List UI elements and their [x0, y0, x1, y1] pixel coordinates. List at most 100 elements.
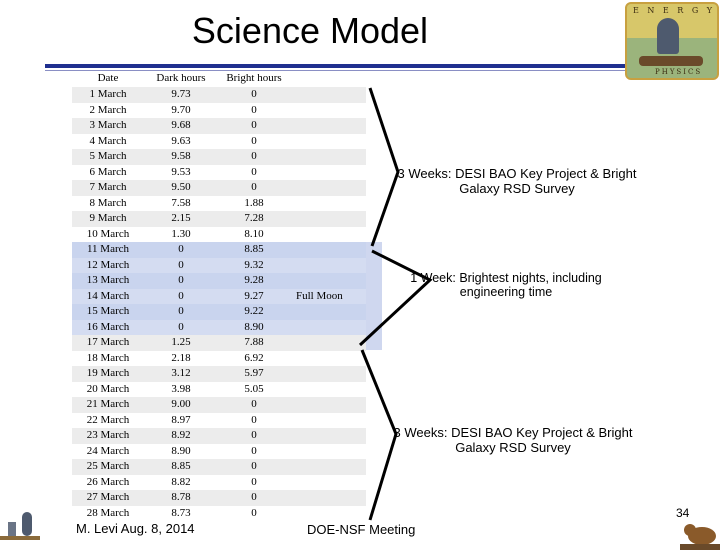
cell-date: 27 March: [86, 491, 130, 503]
cell-bright-hours: 8.85: [244, 243, 264, 255]
cell-dark-hours: 3.98: [171, 382, 191, 395]
annotation-bright-week: 1 Week: Brightest nights, including engi…: [410, 271, 602, 299]
cell-dark-hours: 7.58: [171, 196, 191, 209]
cell-date: 11 March: [86, 243, 130, 255]
cell-bright-hours: 0: [251, 150, 257, 162]
table-row: 20 March 3.98 5.05: [72, 381, 366, 397]
table-row: 1 March 9.73 0: [72, 87, 366, 103]
cell-bright-hours: 0: [251, 506, 257, 519]
cell-dark-hours: 8.85: [171, 460, 191, 472]
cell-dark-hours: 9.63: [171, 134, 191, 147]
bracket-second: [358, 249, 433, 347]
annotation-first-period: 3 Weeks: DESI BAO Key Project & Bright G…: [397, 166, 637, 196]
cell-date: 13 March: [86, 274, 130, 286]
cell-bright-hours: 9.32: [244, 258, 264, 271]
cell-dark-hours: 9.73: [171, 88, 191, 100]
cell-date: 4 March: [89, 134, 127, 147]
cell-date: 23 March: [86, 429, 130, 441]
table-row: 3 March 9.68 0: [72, 118, 366, 134]
cell-dark-hours: 9.50: [171, 181, 191, 193]
table-body: 1 March 9.73 0 2 March 9.70 0 3 March 9.68 0 4 Ma…: [72, 87, 366, 521]
cell-date: 10 March: [86, 227, 130, 240]
cell-date: 2 March: [89, 103, 127, 116]
table-row: 15 March 0 9.22: [72, 304, 366, 320]
table-row: 17 March 1.25 7.88: [72, 335, 366, 351]
cell-dark-hours: 8.82: [171, 475, 191, 488]
logo-top-text: E N E R G Y: [633, 6, 716, 15]
cell-date: 14 March: [86, 289, 130, 302]
cell-dark-hours: 8.90: [171, 444, 191, 457]
table-header: Date Dark hours Bright hours: [72, 71, 366, 87]
cell-bright-hours: 0: [251, 444, 257, 457]
cell-dark-hours: 9.00: [171, 398, 191, 410]
table-row: 10 March 1.30 8.10: [72, 226, 366, 242]
cell-dark-hours: 0: [178, 289, 184, 302]
cell-bright-hours: 9.27: [244, 289, 264, 302]
cell-bright-hours: 8.10: [244, 227, 264, 240]
cell-date: 20 March: [86, 382, 130, 395]
cell-dark-hours: 0: [178, 243, 184, 255]
footer-meeting: DOE-NSF Meeting: [307, 522, 416, 537]
table-row: 11 March 0 8.85: [72, 242, 366, 258]
cell-dark-hours: 3.12: [171, 367, 191, 379]
cell-date: 21 March: [86, 398, 130, 410]
cell-bright-hours: 9.22: [244, 305, 264, 317]
header-bright-hours: Bright hours: [226, 72, 282, 84]
table-row: 26 March 8.82 0: [72, 474, 366, 490]
cell-date: 16 March: [86, 320, 130, 333]
full-moon-label: Full Moon: [296, 290, 343, 302]
table-row: 18 March 2.18 6.92: [72, 350, 366, 366]
cell-dark-hours: 8.78: [171, 491, 191, 503]
cell-bright-hours: 0: [251, 88, 257, 100]
cell-dark-hours: 0: [178, 305, 184, 317]
cell-date: 12 March: [86, 258, 130, 271]
table-row: 2 March 9.70 0: [72, 102, 366, 118]
cell-date: 24 March: [86, 444, 130, 457]
full-moon-band: [366, 242, 382, 350]
logo-ground: [639, 56, 703, 66]
table-row: 24 March 8.90 0: [72, 443, 366, 459]
table-row: 25 March 8.85 0: [72, 459, 366, 475]
cell-date: 18 March: [86, 351, 130, 364]
cell-bright-hours: 1.88: [244, 196, 264, 209]
cell-date: 7 March: [89, 181, 127, 193]
cell-dark-hours: 1.30: [171, 227, 191, 240]
cell-bright-hours: 0: [251, 134, 257, 147]
page-number: 34: [676, 506, 690, 520]
energy-logo-image: E N E R G Y PHYSICS: [625, 2, 719, 80]
table-row: 13 March 0 9.28: [72, 273, 366, 289]
cell-dark-hours: 1.25: [171, 336, 191, 348]
cell-date: 3 March: [89, 119, 127, 131]
cell-bright-hours: 0: [251, 181, 257, 193]
cell-dark-hours: 9.68: [171, 119, 191, 131]
cell-dark-hours: 9.70: [171, 103, 191, 116]
table-row: 5 March 9.58 0: [72, 149, 366, 165]
logo-bottom-text: PHYSICS: [655, 68, 703, 76]
table-row: 23 March 8.92 0: [72, 428, 366, 444]
cell-bright-hours: 0: [251, 413, 257, 426]
table-row: 22 March 8.97 0: [72, 412, 366, 428]
cell-dark-hours: 2.15: [171, 212, 191, 224]
cell-dark-hours: 9.53: [171, 165, 191, 178]
cell-bright-hours: 8.90: [244, 320, 264, 333]
cell-bright-hours: 0: [251, 103, 257, 116]
cell-date: 9 March: [89, 212, 127, 224]
cell-bright-hours: 0: [251, 491, 257, 503]
cell-bright-hours: 7.28: [244, 212, 264, 224]
cell-bright-hours: 5.97: [244, 367, 264, 379]
cell-bright-hours: 7.88: [244, 336, 264, 348]
table-row: 19 March 3.12 5.97: [72, 366, 366, 382]
cell-date: 5 March: [89, 150, 127, 162]
cell-bright-hours: 0: [251, 429, 257, 441]
cell-date: 1 March: [89, 88, 127, 100]
cell-bright-hours: 0: [251, 398, 257, 410]
cell-dark-hours: 8.97: [171, 413, 191, 426]
cell-bright-hours: 5.05: [244, 382, 264, 395]
table-row: 14 March 0 9.27: [72, 288, 366, 304]
header-dark-hours: Dark hours: [156, 72, 206, 84]
cell-date: 6 March: [89, 165, 127, 178]
creature-icon: [680, 524, 720, 550]
cell-bright-hours: 0: [251, 475, 257, 488]
cell-bright-hours: 0: [251, 165, 257, 178]
